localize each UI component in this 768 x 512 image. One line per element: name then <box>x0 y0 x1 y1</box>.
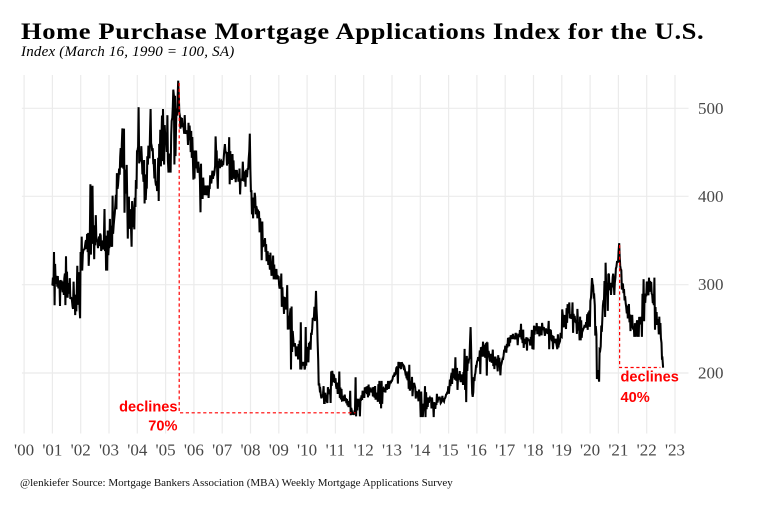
svg-text:'23: '23 <box>665 441 685 460</box>
svg-text:'08: '08 <box>240 441 260 460</box>
svg-text:'15: '15 <box>439 441 459 460</box>
svg-text:'00: '00 <box>14 441 34 460</box>
svg-text:'17: '17 <box>495 441 516 460</box>
svg-text:'11: '11 <box>326 441 345 460</box>
svg-text:declines: declines <box>119 400 177 416</box>
svg-text:'04: '04 <box>127 441 148 460</box>
svg-text:'12: '12 <box>354 441 374 460</box>
svg-text:declines: declines <box>621 370 679 386</box>
svg-text:400: 400 <box>698 187 724 206</box>
svg-text:'06: '06 <box>184 441 204 460</box>
svg-text:'03: '03 <box>99 441 119 460</box>
svg-text:'10: '10 <box>297 441 317 460</box>
svg-text:40%: 40% <box>621 390 650 406</box>
svg-text:'09: '09 <box>269 441 289 460</box>
svg-text:'02: '02 <box>71 441 91 460</box>
svg-text:'07: '07 <box>212 441 233 460</box>
svg-text:'19: '19 <box>552 441 572 460</box>
svg-text:'13: '13 <box>382 441 402 460</box>
svg-text:'21: '21 <box>608 441 628 460</box>
svg-text:'14: '14 <box>410 441 431 460</box>
svg-text:300: 300 <box>698 275 724 294</box>
svg-text:'05: '05 <box>156 441 176 460</box>
svg-text:'22: '22 <box>637 441 657 460</box>
svg-text:'20: '20 <box>580 441 600 460</box>
svg-text:500: 500 <box>698 99 724 118</box>
svg-text:200: 200 <box>698 364 724 383</box>
svg-text:'18: '18 <box>523 441 543 460</box>
svg-text:'16: '16 <box>467 441 487 460</box>
svg-text:'01: '01 <box>42 441 62 460</box>
svg-text:70%: 70% <box>148 419 177 435</box>
